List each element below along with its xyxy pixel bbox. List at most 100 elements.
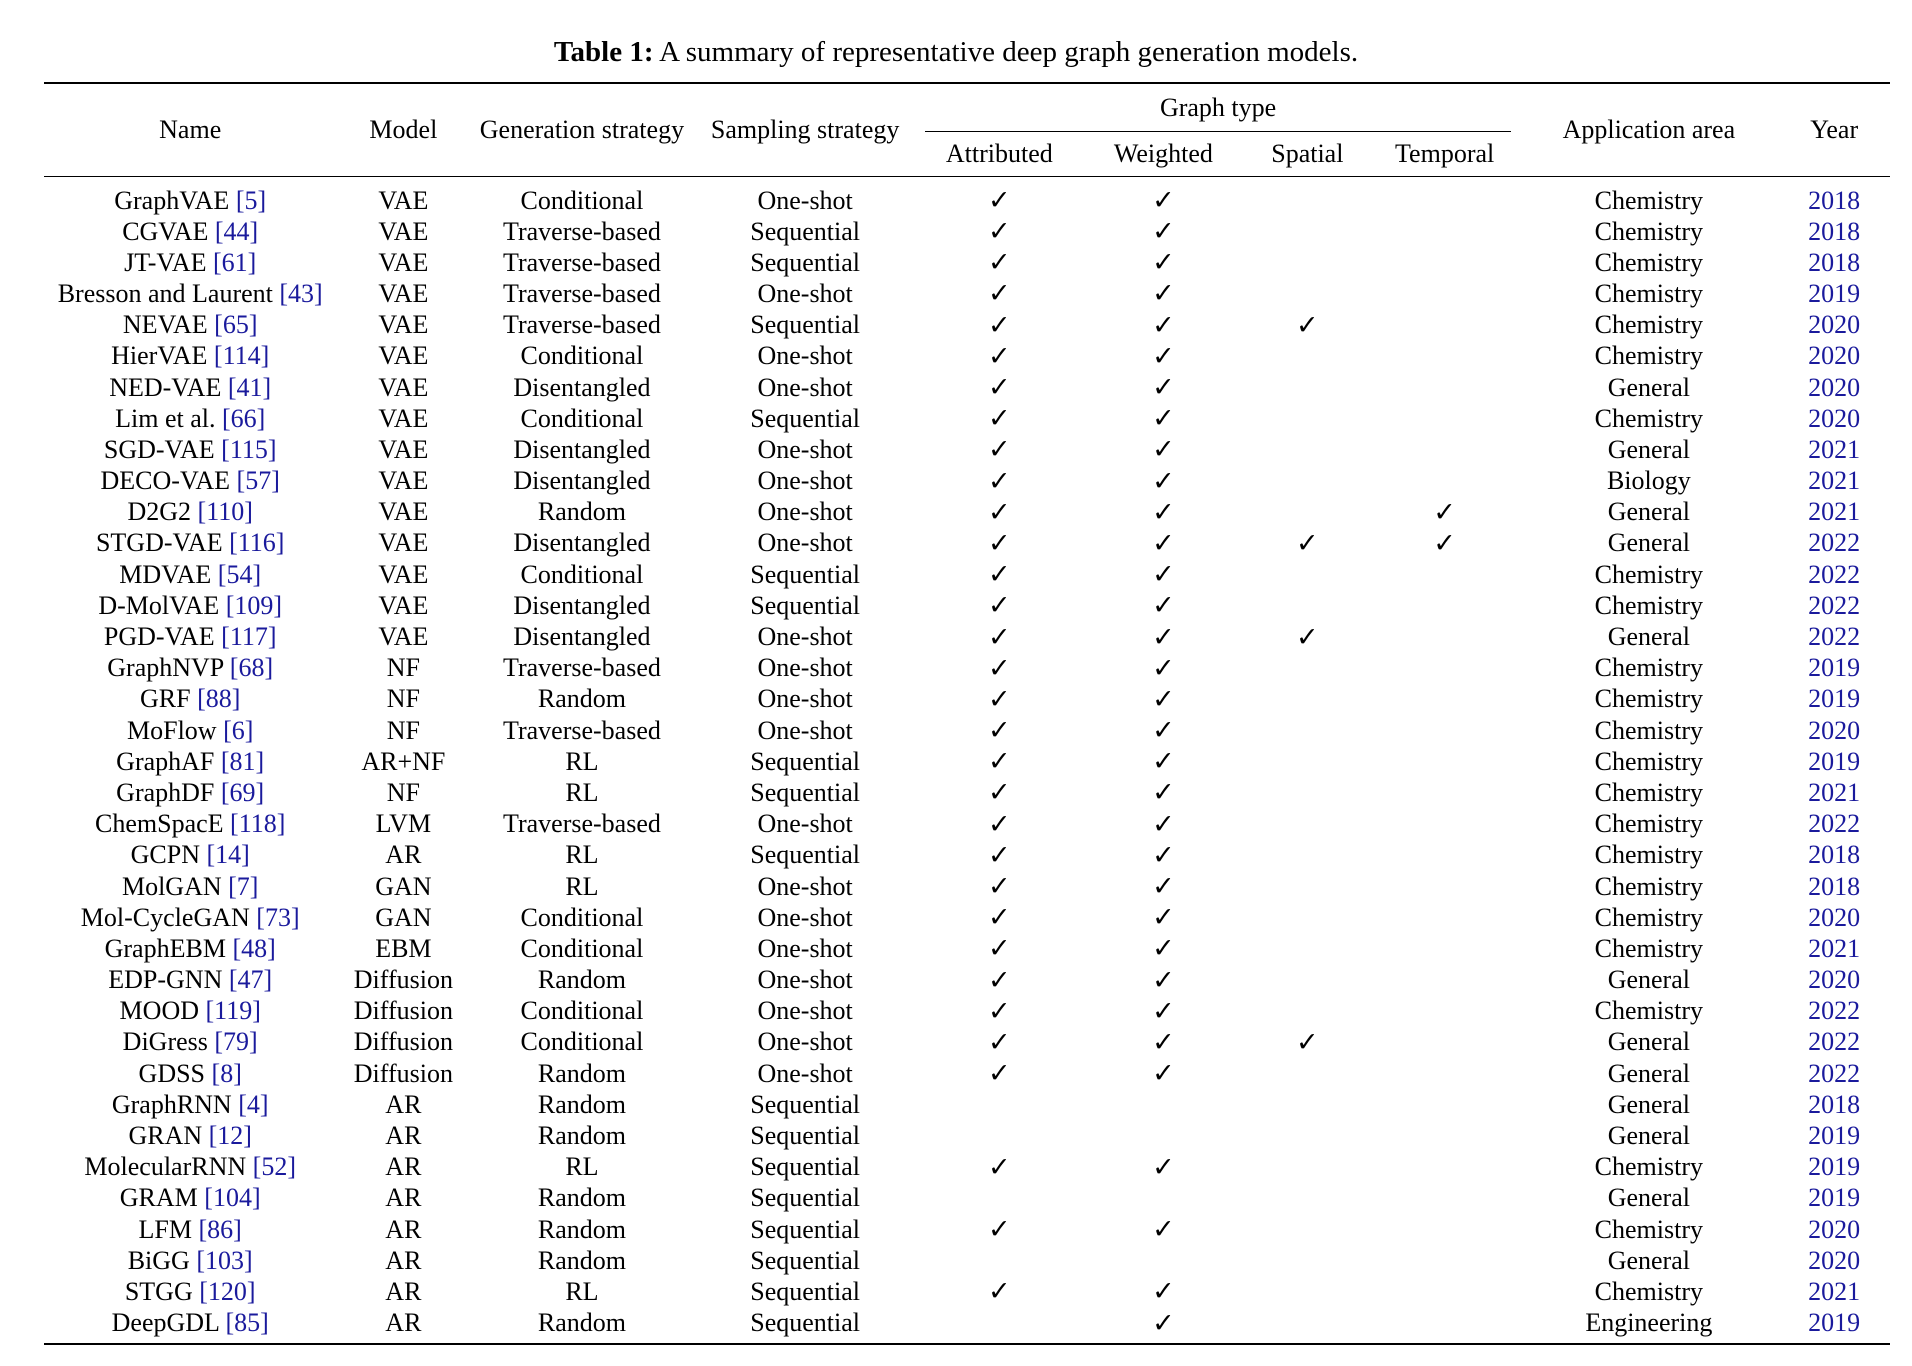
cell-attributed: ✓	[917, 216, 1082, 247]
cell-year: 2022	[1778, 1058, 1890, 1089]
year-link: 2021	[1808, 497, 1861, 527]
application-area: Chemistry	[1594, 403, 1704, 433]
table-row: Bresson and Laurent [43] VAE Traverse-base…	[44, 278, 1890, 309]
model-name: GraphVAE	[114, 185, 230, 215]
model-type: VAE	[378, 341, 429, 371]
model-type: AR	[385, 1245, 422, 1275]
cell-name: MOOD [119]	[44, 996, 336, 1027]
cell-year: 2022	[1778, 1027, 1890, 1058]
checkmark-icon: ✓	[1433, 496, 1456, 528]
table-row: Mol-CycleGAN [73] GAN Conditional One-shot ✓…	[44, 902, 1890, 933]
year-link: 2019	[1808, 1183, 1861, 1213]
cell-attributed: ✓	[917, 434, 1082, 465]
cell-model: GAN	[336, 902, 470, 933]
cell-model: AR	[336, 1183, 470, 1214]
cell-name: MolecularRNN [52]	[44, 1152, 336, 1183]
model-type: VAE	[378, 185, 429, 215]
model-name: LFM	[138, 1214, 193, 1244]
cell-name: GDSS [8]	[44, 1058, 336, 1089]
cell-sampling-strategy: Sequential	[694, 310, 917, 341]
cell-weighted: ✓	[1082, 559, 1245, 590]
application-area: Chemistry	[1594, 746, 1704, 776]
generation-strategy: Random	[537, 1214, 626, 1244]
cell-temporal	[1370, 1120, 1520, 1151]
cell-attributed	[917, 1089, 1082, 1120]
sampling-strategy: Sequential	[750, 1121, 861, 1151]
checkmark-icon: ✓	[1152, 933, 1175, 965]
cell-model: AR	[336, 1120, 470, 1151]
generation-strategy: RL	[565, 746, 599, 776]
sampling-strategy: One-shot	[757, 902, 853, 932]
cell-model: VAE	[336, 434, 470, 465]
cell-attributed: ✓	[917, 965, 1082, 996]
cell-year: 2021	[1778, 466, 1890, 497]
citation-link: [5]	[235, 185, 267, 215]
checkmark-icon: ✓	[1152, 839, 1175, 871]
cell-generation-strategy: RL	[470, 777, 693, 808]
cell-spatial: ✓	[1245, 528, 1370, 559]
cell-weighted: ✓	[1082, 247, 1245, 278]
application-area: Chemistry	[1594, 216, 1704, 246]
cell-weighted: ✓	[1082, 497, 1245, 528]
cell-temporal	[1370, 715, 1520, 746]
cell-generation-strategy: Random	[470, 1214, 693, 1245]
cell-weighted: ✓	[1082, 434, 1245, 465]
cell-application-area: Chemistry	[1519, 653, 1778, 684]
cell-application-area: Chemistry	[1519, 1214, 1778, 1245]
cell-weighted	[1082, 1089, 1245, 1120]
cell-name: GraphNVP [68]	[44, 653, 336, 684]
cell-spatial	[1245, 1120, 1370, 1151]
cell-generation-strategy: Random	[470, 965, 693, 996]
model-name: HierVAE	[111, 341, 208, 371]
cell-name: CGVAE [44]	[44, 216, 336, 247]
cell-year: 2018	[1778, 871, 1890, 902]
cell-weighted: ✓	[1082, 965, 1245, 996]
model-type: NF	[386, 777, 420, 807]
generation-strategy: Conditional	[520, 185, 644, 215]
checkmark-icon: ✓	[1433, 527, 1456, 559]
cell-model: Diffusion	[336, 1027, 470, 1058]
sampling-strategy: Sequential	[750, 1152, 861, 1182]
cell-year: 2020	[1778, 310, 1890, 341]
generation-strategy: Traverse-based	[502, 310, 661, 340]
checkmark-icon: ✓	[1152, 964, 1175, 996]
cell-weighted: ✓	[1082, 621, 1245, 653]
year-link: 2020	[1808, 310, 1861, 340]
application-area: Chemistry	[1594, 1214, 1704, 1244]
generation-strategy: Traverse-based	[502, 653, 661, 683]
year-link: 2021	[1808, 466, 1861, 496]
generation-strategy: Conditional	[520, 996, 644, 1026]
sampling-strategy: One-shot	[757, 1058, 853, 1088]
checkmark-icon: ✓	[1152, 496, 1175, 528]
citation-link: [14]	[206, 840, 250, 870]
cell-year: 2018	[1778, 840, 1890, 871]
cell-sampling-strategy: Sequential	[694, 1152, 917, 1183]
application-area: Biology	[1606, 466, 1691, 496]
generation-strategy: Disentangled	[513, 590, 651, 620]
cell-generation-strategy: Conditional	[470, 996, 693, 1027]
cell-year: 2022	[1778, 590, 1890, 621]
cell-sampling-strategy: Sequential	[694, 840, 917, 871]
cell-name: STGG [120]	[44, 1276, 336, 1307]
generation-strategy: Disentangled	[513, 528, 651, 558]
cell-attributed: ✓	[917, 372, 1082, 403]
citation-link: [68]	[229, 653, 274, 683]
cell-generation-strategy: Traverse-based	[470, 216, 693, 247]
checkmark-icon: ✓	[988, 372, 1011, 404]
generation-strategy: Traverse-based	[502, 809, 661, 839]
checkmark-icon: ✓	[988, 465, 1011, 497]
cell-attributed: ✓	[917, 590, 1082, 621]
cell-generation-strategy: Random	[470, 1120, 693, 1151]
cell-attributed: ✓	[917, 996, 1082, 1027]
model-type: AR	[385, 1183, 422, 1213]
cell-application-area: Chemistry	[1519, 684, 1778, 715]
generation-strategy: Random	[537, 1121, 626, 1151]
cell-application-area: General	[1519, 497, 1778, 528]
sampling-strategy: Sequential	[750, 1183, 861, 1213]
cell-name: D2G2 [110]	[44, 497, 336, 528]
cell-application-area: Chemistry	[1519, 559, 1778, 590]
year-link: 2018	[1808, 185, 1861, 215]
cell-year: 2022	[1778, 809, 1890, 840]
year-link: 2022	[1808, 809, 1861, 839]
table-row: ChemSpacE [118] LVM Traverse-based One-shot…	[44, 809, 1890, 840]
